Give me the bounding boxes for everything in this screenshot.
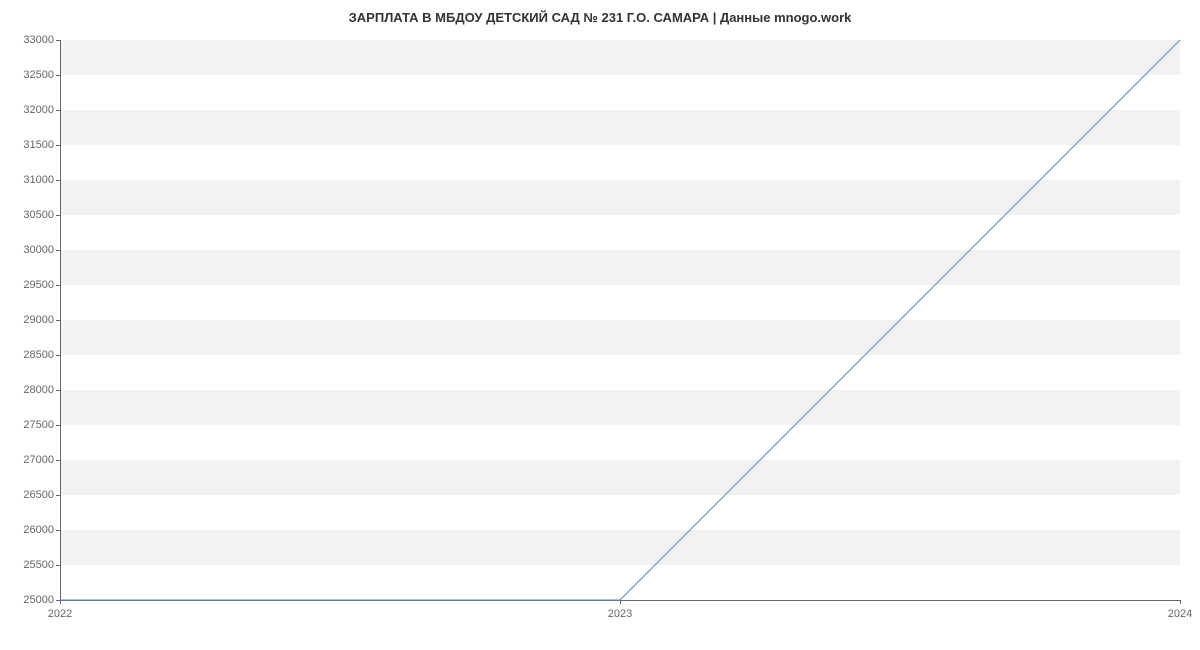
y-tick-label: 28500 xyxy=(23,349,54,361)
y-tick-label: 33000 xyxy=(23,34,54,46)
plot-area: 2500025500260002650027000275002800028500… xyxy=(60,40,1180,600)
y-tick-label: 26000 xyxy=(23,524,54,536)
x-tick-mark xyxy=(620,600,621,604)
y-tick-label: 27000 xyxy=(23,454,54,466)
y-tick-label: 30500 xyxy=(23,209,54,221)
x-tick-label: 2023 xyxy=(608,608,632,620)
y-tick-label: 32500 xyxy=(23,69,54,81)
x-tick-mark xyxy=(1180,600,1181,604)
y-tick-label: 29500 xyxy=(23,279,54,291)
y-tick-label: 27500 xyxy=(23,419,54,431)
y-tick-label: 32000 xyxy=(23,104,54,116)
y-tick-label: 30000 xyxy=(23,244,54,256)
y-tick-label: 26500 xyxy=(23,489,54,501)
y-tick-label: 31500 xyxy=(23,139,54,151)
line-series-salary xyxy=(60,40,1180,600)
y-tick-label: 25000 xyxy=(23,594,54,606)
x-tick-label: 2024 xyxy=(1168,608,1192,620)
y-tick-label: 31000 xyxy=(23,174,54,186)
line-series-layer xyxy=(60,40,1180,600)
x-tick-mark xyxy=(60,600,61,604)
y-tick-label: 29000 xyxy=(23,314,54,326)
y-tick-label: 25500 xyxy=(23,559,54,571)
y-tick-label: 28000 xyxy=(23,384,54,396)
chart-title: ЗАРПЛАТА В МБДОУ ДЕТСКИЙ САД № 231 Г.О. … xyxy=(0,10,1200,25)
x-tick-label: 2022 xyxy=(48,608,72,620)
